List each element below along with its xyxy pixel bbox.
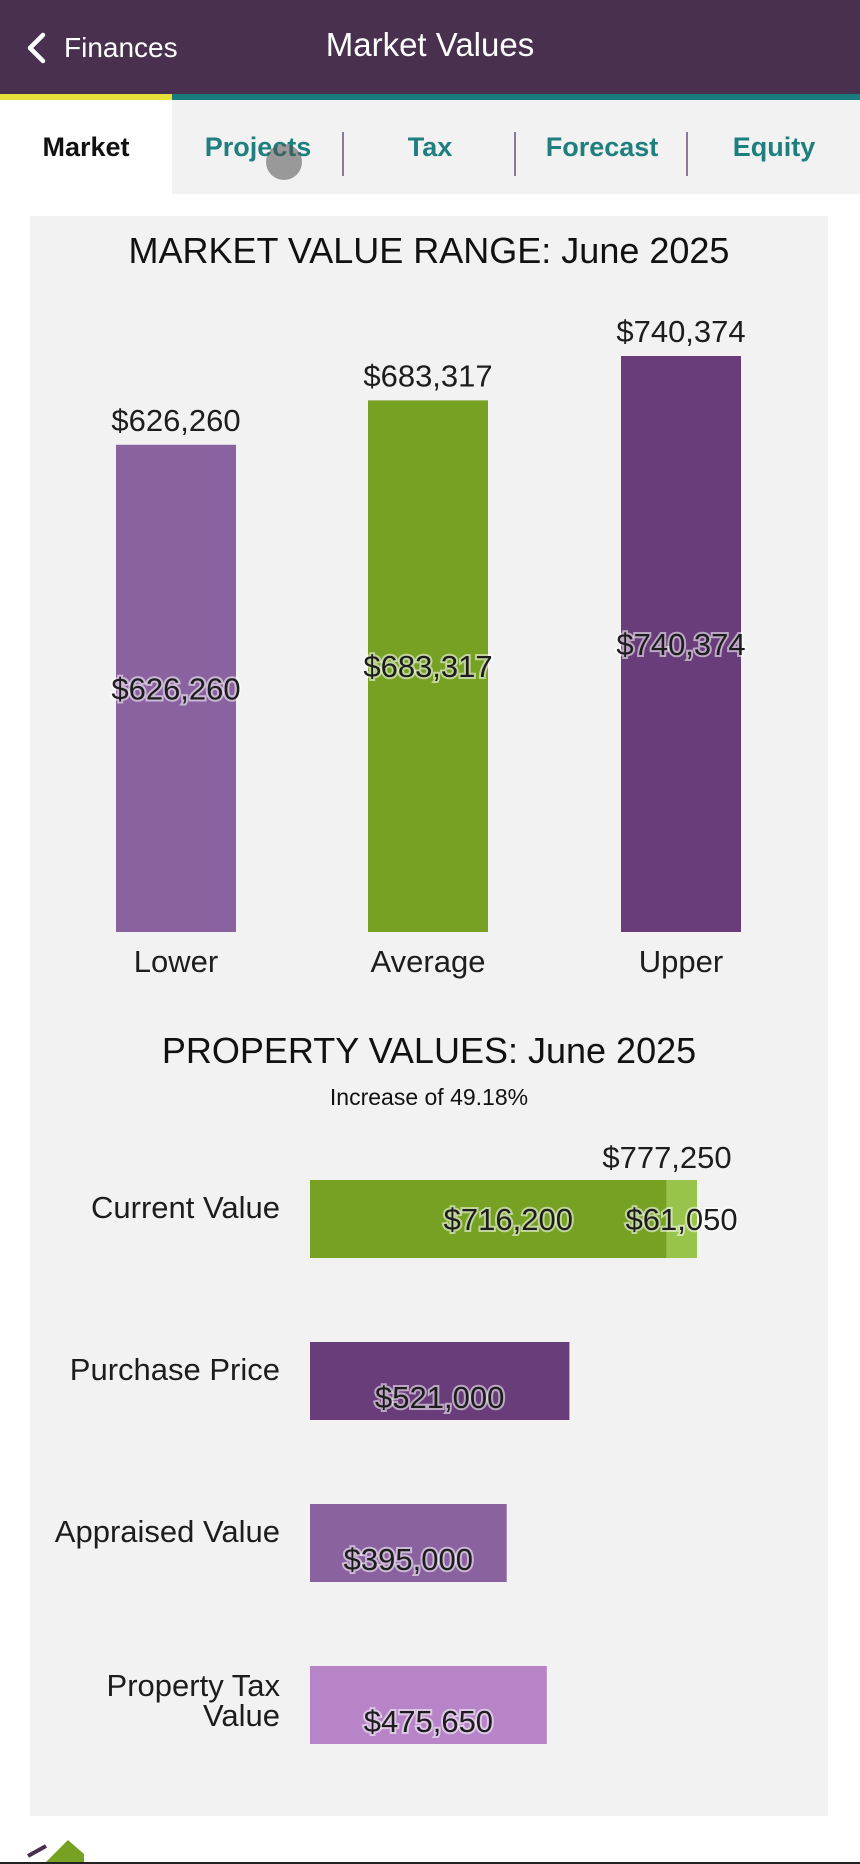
tab-separator bbox=[686, 132, 688, 176]
app-header: Finances Market Values bbox=[0, 0, 860, 94]
tab-label: Forecast bbox=[545, 131, 659, 162]
hbar-gain-label-current-value: $61,050 bbox=[626, 1202, 738, 1237]
category-label-purchase-price: Purchase Price bbox=[70, 1352, 280, 1387]
page-title: Market Values bbox=[325, 26, 535, 63]
tab-bar: Market Projects Tax Forecast Equity bbox=[0, 94, 860, 194]
hbar-label-appraised-value: $395,000 bbox=[344, 1542, 473, 1577]
category-label-current-value: Current Value bbox=[91, 1190, 280, 1225]
back-button[interactable]: Finances bbox=[24, 26, 178, 70]
tab-separator bbox=[514, 132, 516, 176]
bottom-divider bbox=[0, 1862, 860, 1864]
property-values-title: PROPERTY VALUES: June 2025 bbox=[161, 1030, 697, 1071]
back-label: Finances bbox=[64, 32, 178, 63]
bar-lower bbox=[116, 444, 236, 932]
tab-separator bbox=[342, 132, 344, 176]
category-label-upper: Upper bbox=[639, 944, 723, 979]
tab-projects[interactable]: Projects bbox=[172, 94, 344, 194]
tab-forecast[interactable]: Forecast bbox=[516, 94, 688, 194]
bar-inner-label-lower: $626,260 bbox=[111, 671, 240, 706]
hbar-label-purchase-price: $521,000 bbox=[375, 1380, 504, 1415]
bar-inner-label-average: $683,317 bbox=[363, 649, 492, 684]
hbar-total-label-current-value: $777,250 bbox=[602, 1140, 731, 1175]
hbar-label-property-tax-value: $475,650 bbox=[364, 1704, 493, 1739]
category-label-property-tax-value-line1: Property Tax bbox=[107, 1668, 281, 1703]
touch-indicator bbox=[266, 144, 302, 180]
hbar-appraised-value bbox=[310, 1504, 507, 1582]
bar-top-label-average: $683,317 bbox=[363, 358, 492, 393]
tab-market[interactable]: Market bbox=[0, 94, 172, 194]
hbar-label-current-value: $716,200 bbox=[444, 1202, 573, 1237]
tab-label: Market bbox=[42, 131, 130, 162]
market-charts-svg: $626,260 $626,260 Lower $683,317 $683,317 Ave… bbox=[55, 314, 748, 1744]
bar-average bbox=[368, 400, 488, 932]
bar-top-label-lower: $626,260 bbox=[111, 403, 240, 438]
hbar-purchase-price bbox=[310, 1342, 570, 1420]
category-label-lower: Lower bbox=[134, 944, 218, 979]
category-label-property-tax-value-line2: Value bbox=[203, 1698, 280, 1733]
brand-logo-icon bbox=[27, 1840, 84, 1864]
tab-label: Tax bbox=[407, 131, 453, 162]
category-label-appraised-value: Appraised Value bbox=[55, 1514, 280, 1549]
charts-panel: MARKET VALUE RANGE: June 2025 PROPERTY V… bbox=[30, 216, 828, 1816]
chevron-left-icon bbox=[27, 32, 46, 64]
hbar-current-value bbox=[310, 1180, 667, 1258]
bar-top-label-upper: $740,374 bbox=[616, 314, 745, 349]
tab-label: Equity bbox=[732, 131, 816, 162]
hbar-property-tax-value bbox=[310, 1666, 547, 1744]
hbar-gain-current-value bbox=[666, 1180, 697, 1258]
bar-inner-label-upper: $740,374 bbox=[616, 627, 745, 662]
category-label-average: Average bbox=[371, 944, 486, 979]
tab-tax[interactable]: Tax bbox=[344, 94, 516, 194]
property-values-subtitle: Increase of 49.18% bbox=[329, 1084, 529, 1110]
tab-equity[interactable]: Equity bbox=[688, 94, 860, 194]
market-range-title: MARKET VALUE RANGE: June 2025 bbox=[128, 230, 730, 271]
bar-upper bbox=[621, 356, 741, 932]
